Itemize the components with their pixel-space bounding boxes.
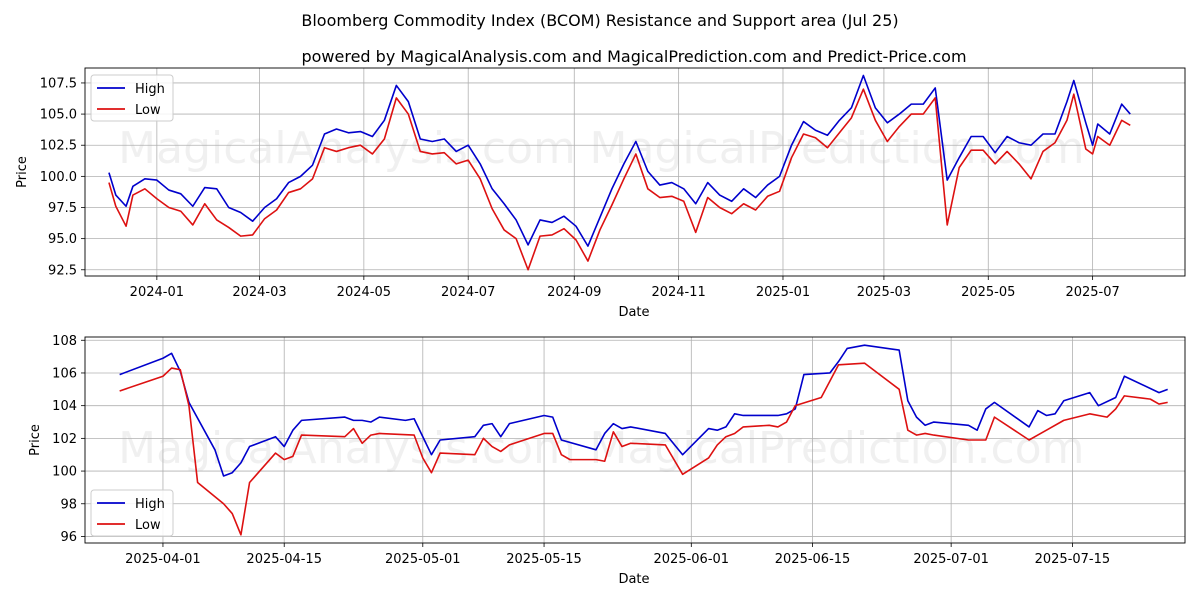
watermark-text: MagicalPrediction.com (590, 123, 1085, 174)
chart-subtitle: powered by MagicalAnalysis.com and Magic… (301, 47, 966, 66)
x-tick-label: 2025-05 (961, 285, 1015, 300)
legend: High Low (90, 489, 174, 537)
watermark-text: MagicalAnalysis.com (118, 423, 576, 474)
series-line-low (119, 362, 1168, 536)
legend-label-high: High (135, 82, 165, 97)
x-tick-label: 2025-04-01 (125, 552, 201, 567)
chart-panel-1: MagicalAnalysis.com MagicalPrediction.com… (15, 67, 1186, 320)
x-axis-label: Date (618, 305, 649, 320)
grid-lines (85, 68, 1185, 276)
chart-panel-2: MagicalAnalysis.com MagicalPrediction.com… (28, 334, 1186, 587)
y-axis-label: Price (28, 424, 43, 456)
y-tick-label: 100 (52, 465, 77, 480)
y-tick-label: 98 (60, 497, 77, 512)
y-tick-label: 108 (52, 334, 77, 349)
x-tick-label: 2024-09 (547, 285, 601, 300)
y-tick-label: 95.0 (48, 232, 77, 247)
y-tick-label: 107.5 (40, 76, 77, 91)
x-tick-label: 2025-03 (857, 285, 911, 300)
x-tick-label: 2025-06-01 (654, 552, 730, 567)
x-tick-label: 2025-07-15 (1035, 552, 1111, 567)
series-line-high (119, 344, 1168, 477)
x-tick-label: 2025-05-01 (385, 552, 461, 567)
x-tick-label: 2025-05-15 (506, 552, 582, 567)
y-tick-label: 105.0 (40, 108, 77, 123)
x-tick-label: 2024-07 (441, 285, 495, 300)
plot-frame (84, 67, 1186, 277)
series-line-low (108, 88, 1131, 271)
grid-lines (85, 337, 1185, 543)
y-tick-label: 92.5 (48, 263, 77, 278)
legend-label-low: Low (135, 518, 161, 533)
legend-label-high: High (135, 497, 165, 512)
y-tick-label: 106 (52, 366, 77, 381)
chart-title: Bloomberg Commodity Index (BCOM) Resista… (301, 11, 898, 30)
legend-label-low: Low (135, 103, 161, 118)
y-tick-label: 102 (52, 432, 77, 447)
x-tick-label: 2024-03 (232, 285, 286, 300)
x-tick-label: 2024-11 (651, 285, 705, 300)
y-tick-label: 97.5 (48, 201, 77, 216)
legend: High Low (90, 74, 174, 122)
y-tick-label: 96 (60, 530, 77, 545)
y-tick-label: 100.0 (40, 170, 77, 185)
x-tick-label: 2025-04-15 (246, 552, 322, 567)
watermark-text: MagicalPrediction.com (590, 423, 1085, 474)
x-tick-label: 2025-01 (756, 285, 810, 300)
series-line-high (108, 74, 1131, 247)
x-tick-label: 2025-07 (1065, 285, 1119, 300)
x-tick-label: 2024-01 (130, 285, 184, 300)
x-tick-label: 2024-05 (337, 285, 391, 300)
plot-frame (84, 336, 1186, 544)
x-tick-label: 2025-06-15 (775, 552, 851, 567)
x-tick-label: 2025-07-01 (913, 552, 989, 567)
y-tick-label: 104 (52, 399, 77, 414)
y-tick-label: 102.5 (40, 139, 77, 154)
x-axis-label: Date (618, 572, 649, 587)
y-axis-label: Price (15, 156, 30, 188)
